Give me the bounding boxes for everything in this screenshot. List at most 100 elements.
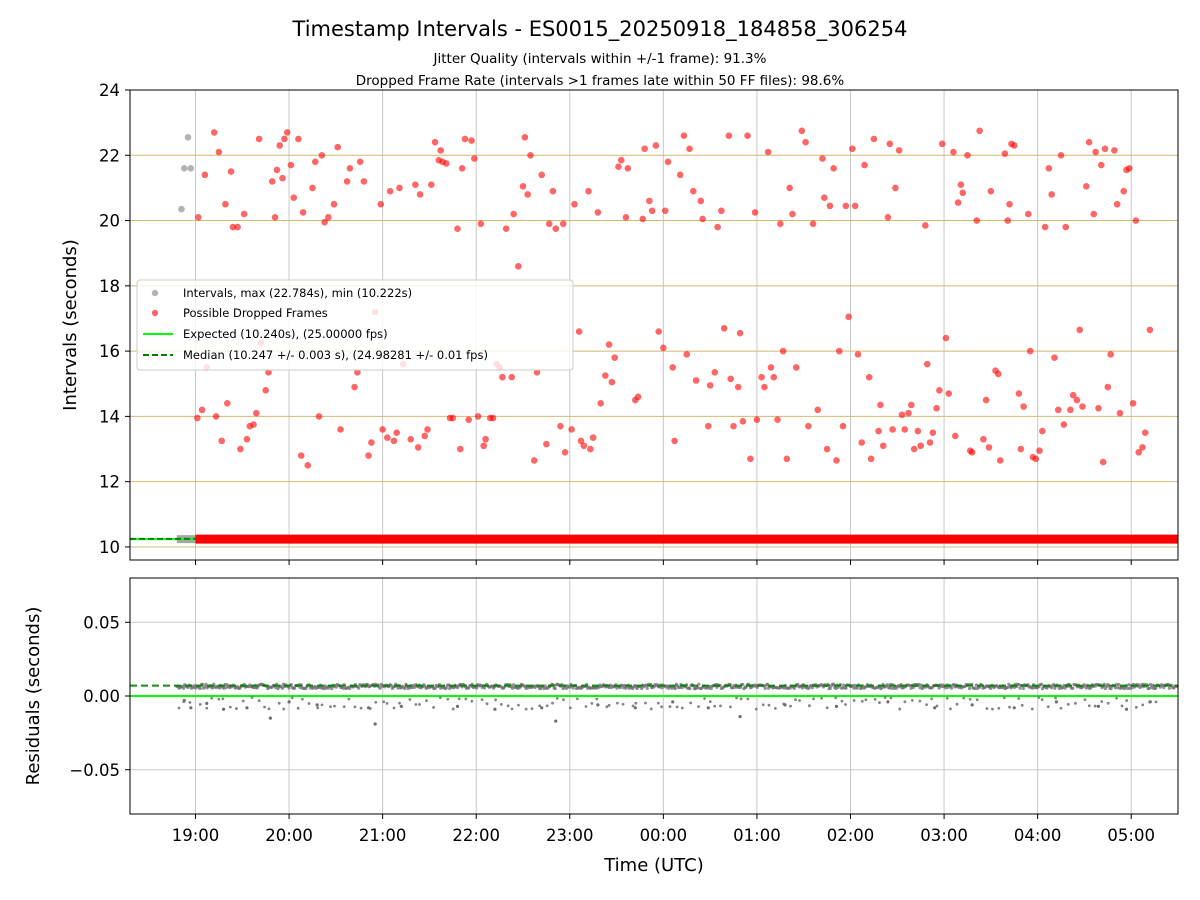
dropped-frame-point [683,351,691,358]
dropped-frame-point [964,151,971,159]
dropped-frame-point [652,142,660,149]
residual-outlier [408,698,412,701]
residual-outlier [873,697,877,701]
residual-outlier [595,697,599,701]
dropped-frame-point [1113,200,1121,208]
dropped-frame-point [676,171,684,179]
residual-outlier [425,699,428,703]
residual-outlier [621,702,625,706]
dropped-frame-point [250,421,257,428]
dropped-frame-point [253,409,260,417]
residual-outlier [277,701,281,705]
dropped-frame-point [922,222,929,229]
dropped-frame-point [321,218,328,226]
residuals-y-tick-label: −0.05 [69,761,120,780]
residual-outlier [889,696,893,700]
residual-point [444,686,448,690]
residual-outlier [656,701,660,705]
dropped-frame-point [957,181,965,188]
residual-outlier [812,697,815,701]
dropped-frame-point [1120,187,1128,195]
chart-subtitle-jitter: Jitter Quality (intervals within +/-1 fr… [433,51,767,67]
residual-outlier [1030,707,1034,711]
dropped-frame-point [987,187,995,195]
residual-outlier [568,706,572,710]
dropped-frame-point [442,160,450,167]
dropped-frame-point [826,202,834,210]
dropped-frame-point [1010,142,1018,149]
dropped-frame-point [1083,182,1090,190]
dropped-frame-point [437,147,444,154]
legend-marker-dropped [151,309,159,317]
dropped-frame-point [886,140,894,148]
dropped-frame-point [559,220,567,228]
dropped-frame-point [527,151,534,159]
residual-outlier [540,706,544,710]
dropped-frame-point [968,448,976,456]
residual-point [474,686,479,690]
dropped-frame-point [870,135,878,143]
residual-outlier [738,715,742,719]
dropped-frame-point [697,197,705,205]
residual-outlier [551,701,554,705]
dropped-frame-point [830,165,837,172]
dropped-frame-point [884,213,892,221]
dropped-frame-point [519,182,527,190]
x-tick-label: 21:00 [359,826,407,845]
residuals-y-ticks: −0.05 0.00 0.05 [69,613,130,780]
residual-outlier [739,697,743,701]
dropped-frame-point [671,437,678,445]
dropped-frame-point [1146,326,1154,334]
residual-outlier [1141,703,1145,707]
dropped-frame-point [1101,145,1109,153]
residual-point [890,686,894,690]
residual-outlier [347,697,351,701]
dropped-frame-point [421,432,429,440]
residual-outlier [545,704,549,708]
dropped-frame-point [356,158,364,166]
dropped-frame-point [1079,403,1086,410]
dropped-frame-point [761,383,768,391]
dropped-frame-point [959,189,967,197]
dropped-frame-point [379,426,386,433]
residual-outlier [634,701,638,705]
dropped-frame-point [194,414,201,422]
residual-outlier [584,705,588,708]
dropped-frame-point [229,223,237,231]
residual-outlier [1149,700,1153,704]
dropped-frame-point [368,439,375,446]
dropped-frame-point [910,445,918,453]
residual-outlier [1125,699,1129,702]
intervals-x-ticks [195,560,1132,565]
residual-outlier [506,704,510,708]
residual-outlier [446,697,450,701]
dropped-frame-point [215,148,223,156]
dropped-frame-point [833,457,840,464]
dropped-frame-point [1116,409,1124,417]
dropped-frame-point [995,370,1002,378]
dropped-frame-point [706,382,714,389]
residual-outlier [834,696,838,700]
residual-outlier [1020,703,1024,707]
dropped-frame-point [386,187,394,195]
dropped-frame-point [325,213,332,221]
dropped-frame-point [557,422,564,430]
residual-outlier [729,705,732,709]
residuals-panel: −0.05 0.00 0.05 19:00 20:00 21:00 22:00 23:00 0… [23,577,1179,845]
intervals-y-ticks: 10 12 14 16 18 20 22 24 [99,81,130,557]
residual-point [389,683,393,688]
x-tick-label: 22:00 [452,826,500,845]
residual-outlier [955,702,959,706]
dropped-frame-point [805,422,812,430]
dropped-frame-point [1092,148,1099,156]
x-tick-label: 02:00 [827,826,875,845]
dropped-frame-point [477,220,485,228]
residual-point [949,686,954,690]
residual-outlier [708,700,712,704]
residual-outlier [263,705,266,709]
dropped-frame-point [315,413,323,420]
dropped-frame-point [774,416,781,423]
residual-outlier [945,696,949,700]
dropped-frame-point [926,439,934,446]
residual-point [348,686,352,691]
